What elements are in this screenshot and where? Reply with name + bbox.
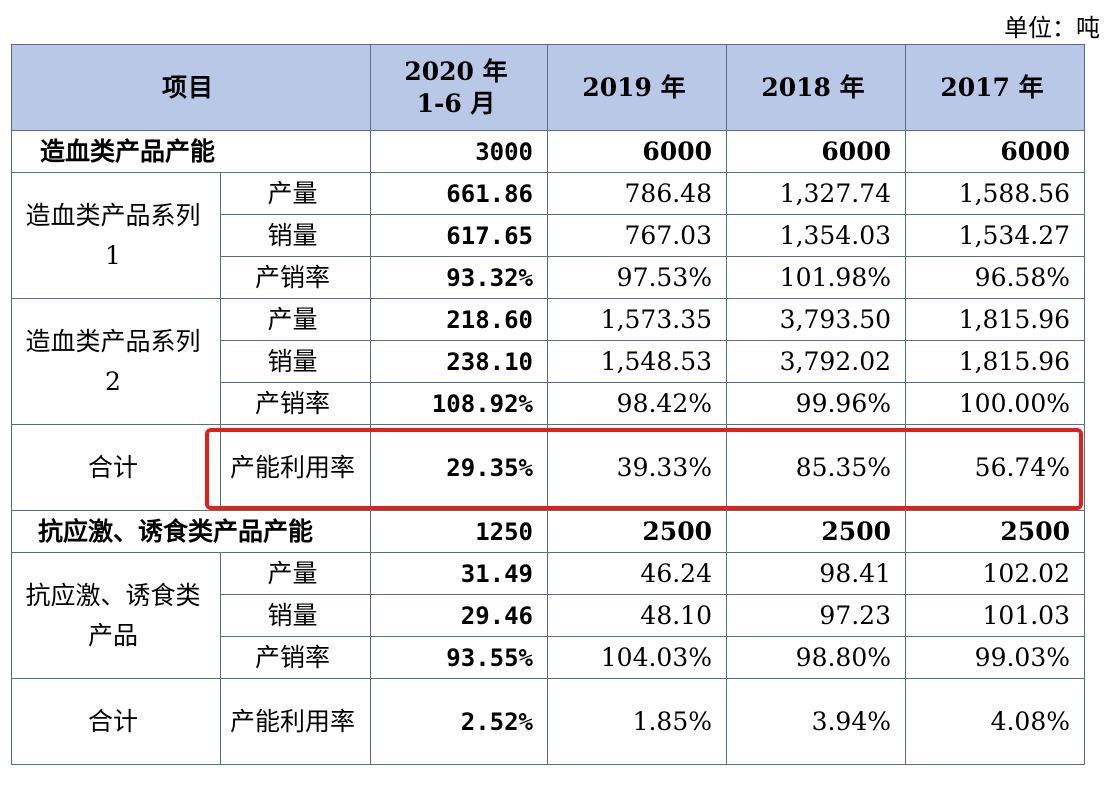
table-row: 抗应激、诱食类产品 产量 31.49 46.24 98.41 102.02 — [11, 552, 1085, 679]
cell: 2500 — [905, 510, 1085, 553]
cell: 101.03 — [905, 594, 1085, 637]
table-row: 销量 238.10 1,548.53 3,792.02 1,815.96 — [12, 340, 1085, 383]
cell: 97.23 — [726, 594, 906, 637]
metric-label: 产销率 — [220, 382, 371, 425]
cell: 1250 — [370, 510, 548, 553]
table-row: 产销率 93.32% 97.53% 101.98% 96.58% — [12, 256, 1085, 299]
cell: 238.10 — [370, 340, 548, 383]
header-2017: 2017 年 — [905, 44, 1085, 131]
cell: 46.24 — [547, 552, 727, 595]
cell: 6000 — [547, 130, 727, 173]
table-row: 产销率 93.55% 104.03% 98.80% 99.03% — [12, 636, 1085, 679]
cell: 3000 — [370, 130, 548, 173]
capacity-table: 项目 2020 年 1-6 月 2019 年 2018 年 2017 年 造血类… — [11, 44, 1085, 765]
cell: 97.53% — [547, 256, 727, 299]
cell: 3,792.02 — [726, 340, 906, 383]
header-row: 项目 2020 年 1-6 月 2019 年 2018 年 2017 年 — [11, 44, 1085, 131]
cell: 93.55% — [370, 636, 548, 679]
cell: 102.02 — [905, 552, 1085, 595]
cell: 108.92% — [370, 382, 548, 425]
cell: 1,815.96 — [905, 340, 1085, 383]
metric-label: 销量 — [220, 594, 371, 637]
cell: 2.52% — [370, 678, 548, 765]
metric-label: 产销率 — [220, 636, 371, 679]
cell: 1,327.74 — [726, 172, 906, 215]
cell: 218.60 — [370, 298, 548, 341]
cell: 98.42% — [547, 382, 727, 425]
table-row: 合计 产能利用率 2.52% 1.85% 3.94% 4.08% — [11, 678, 1085, 765]
cell: 1,815.96 — [905, 298, 1085, 341]
cell: 85.35% — [726, 424, 906, 511]
table-row: 合计 产能利用率 29.35% 39.33% 85.35% 56.74% — [11, 424, 1085, 511]
cell: 101.98% — [726, 256, 906, 299]
table-row: 造血类产品产能 3000 6000 6000 6000 — [11, 130, 1085, 173]
cell: 100.00% — [905, 382, 1085, 425]
cell: 29.35% — [370, 424, 548, 511]
cell: 99.03% — [905, 636, 1085, 679]
metric-label: 产销率 — [220, 256, 371, 299]
header-2020h1: 2020 年 1-6 月 — [370, 44, 548, 131]
cell: 2500 — [547, 510, 727, 553]
cell: 98.80% — [726, 636, 906, 679]
cell: 48.10 — [547, 594, 727, 637]
cell: 2500 — [726, 510, 906, 553]
unit-label: 单位：吨 — [1004, 14, 1100, 42]
cell: 1.85% — [547, 678, 727, 765]
header-item: 项目 — [11, 44, 371, 131]
cell: 6000 — [905, 130, 1085, 173]
cell: 31.49 — [370, 552, 548, 595]
group-label: 造血类产品系列 1 — [11, 172, 221, 299]
cell: 661.86 — [370, 172, 548, 215]
group-label: 合计 — [11, 424, 221, 511]
cell: 617.65 — [370, 214, 548, 257]
highlight-box — [205, 428, 1083, 510]
cell: 4.08% — [905, 678, 1085, 765]
metric-label: 产能利用率 — [220, 424, 371, 511]
cell: 3,793.50 — [726, 298, 906, 341]
cell: 1,573.35 — [547, 298, 727, 341]
cell: 99.96% — [726, 382, 906, 425]
cell: 767.03 — [547, 214, 727, 257]
table-row: 产销率 108.92% 98.42% 99.96% 100.00% — [12, 382, 1085, 425]
cell: 1,588.56 — [905, 172, 1085, 215]
cell: 1,354.03 — [726, 214, 906, 257]
metric-label: 销量 — [220, 340, 371, 383]
group-label: 造血类产品系列 2 — [11, 298, 221, 425]
cell: 98.41 — [726, 552, 906, 595]
table-row: 造血类产品系列 1 产量 661.86 786.48 1,327.74 1,58… — [11, 172, 1085, 299]
metric-label: 产量 — [220, 552, 371, 595]
group-label: 抗应激、诱食类产品 — [11, 552, 221, 679]
metric-label: 产量 — [220, 298, 371, 341]
row-label: 抗应激、诱食类产品产能 — [11, 510, 371, 553]
metric-label: 产量 — [220, 172, 371, 215]
cell: 93.32% — [370, 256, 548, 299]
header-2019: 2019 年 — [547, 44, 727, 131]
cell: 786.48 — [547, 172, 727, 215]
row-label: 造血类产品产能 — [11, 130, 371, 173]
cell: 1,534.27 — [905, 214, 1085, 257]
cell: 6000 — [726, 130, 906, 173]
metric-label: 产能利用率 — [220, 678, 371, 765]
cell: 29.46 — [370, 594, 548, 637]
metric-label: 销量 — [220, 214, 371, 257]
table-row: 造血类产品系列 2 产量 218.60 1,573.35 3,793.50 1,… — [11, 298, 1085, 425]
cell: 3.94% — [726, 678, 906, 765]
cell: 1,548.53 — [547, 340, 727, 383]
group-label: 合计 — [11, 678, 221, 765]
table-row: 抗应激、诱食类产品产能 1250 2500 2500 2500 — [11, 510, 1085, 553]
header-2018: 2018 年 — [726, 44, 906, 131]
cell: 104.03% — [547, 636, 727, 679]
cell: 56.74% — [905, 424, 1085, 511]
cell: 96.58% — [905, 256, 1085, 299]
